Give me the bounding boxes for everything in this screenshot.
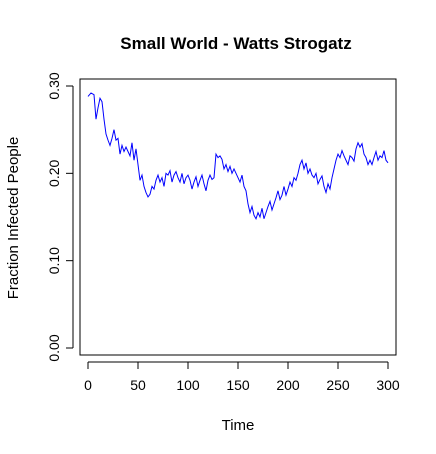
y-axis-label: Fraction Infected People bbox=[5, 137, 22, 300]
x-tick-label: 150 bbox=[226, 377, 250, 393]
y-tick-label: 0.20 bbox=[46, 159, 62, 186]
x-tick-label: 300 bbox=[376, 377, 400, 393]
x-axis-label: Time bbox=[222, 417, 255, 434]
series-line-fraction-infected bbox=[87, 92, 389, 220]
y-tick-label: 0.10 bbox=[46, 247, 62, 274]
x-tick-label: 250 bbox=[326, 377, 350, 393]
x-tick-label: 100 bbox=[176, 377, 200, 393]
x-tick-label: 200 bbox=[276, 377, 300, 393]
chart-title: Small World - Watts Strogatz bbox=[120, 34, 351, 53]
x-tick-label: 0 bbox=[84, 377, 92, 393]
x-axis: 0 50 100 150 200 250 300 bbox=[84, 361, 400, 393]
plot-area-frame bbox=[79, 78, 397, 356]
y-tick-label: 0.00 bbox=[46, 334, 62, 361]
y-tick-label: 0.30 bbox=[46, 72, 62, 99]
x-tick-label: 50 bbox=[130, 377, 146, 393]
y-axis: 0.00 0.10 0.20 0.30 bbox=[46, 72, 74, 362]
